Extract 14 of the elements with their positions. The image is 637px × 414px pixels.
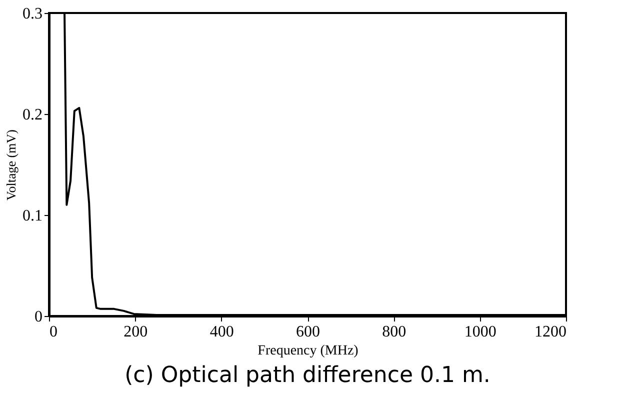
- y-tick-label: 0.2: [22, 106, 42, 124]
- x-tick-label: 600: [296, 324, 320, 340]
- x-axis-title: Frequency (MHz): [258, 344, 359, 358]
- x-tick-label: 0: [50, 324, 58, 340]
- y-axis-title: Voltage (mV): [4, 130, 18, 200]
- y-tick-label: 0: [34, 308, 42, 326]
- x-tick-label: 1000: [464, 324, 496, 340]
- text: (c) Optical path difference 0.1 m.: [124, 363, 490, 388]
- y-tick-label: 0.1: [22, 208, 42, 224]
- x-tick-label: 1200: [534, 324, 566, 340]
- y-tick-label: 0.3: [22, 6, 42, 22]
- x-tick-label: 400: [210, 324, 234, 340]
- x-tick-label: 800: [382, 324, 406, 340]
- x-tick-label: 200: [124, 324, 148, 340]
